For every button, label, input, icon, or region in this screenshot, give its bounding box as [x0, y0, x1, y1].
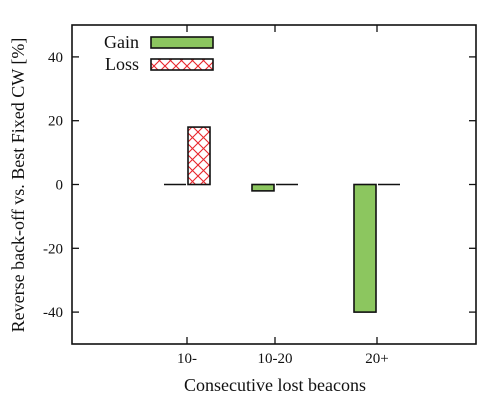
bar-gain-10-20: [251, 183, 275, 192]
x-axis-title: Consecutive lost beacons: [184, 375, 366, 395]
y-tick-label: -40: [43, 305, 63, 321]
y-axis-title: Reverse back-off vs. Best Fixed CW [%]: [8, 38, 28, 333]
bars-layer: [164, 126, 400, 313]
legend-label-gain: Gain: [104, 32, 139, 52]
legend-swatch-loss: [150, 58, 214, 71]
x-tick-label: 20+: [365, 351, 388, 367]
legend-swatch-gain: [150, 36, 214, 49]
y-tick-label: 20: [48, 114, 63, 130]
y-tick-label: 40: [48, 50, 63, 66]
axes-layer: -40 -20 0 20 40 10- 10-20 20+: [43, 24, 477, 367]
bar-loss-10-: [187, 126, 211, 186]
y-tick-label: -20: [43, 241, 63, 257]
x-tick-label: 10-: [177, 351, 197, 367]
bar-gain-20+: [353, 183, 377, 313]
y-tick-label: 0: [56, 178, 64, 194]
x-tick-label: 10-20: [258, 351, 293, 367]
legend-label-loss: Loss: [105, 54, 139, 74]
